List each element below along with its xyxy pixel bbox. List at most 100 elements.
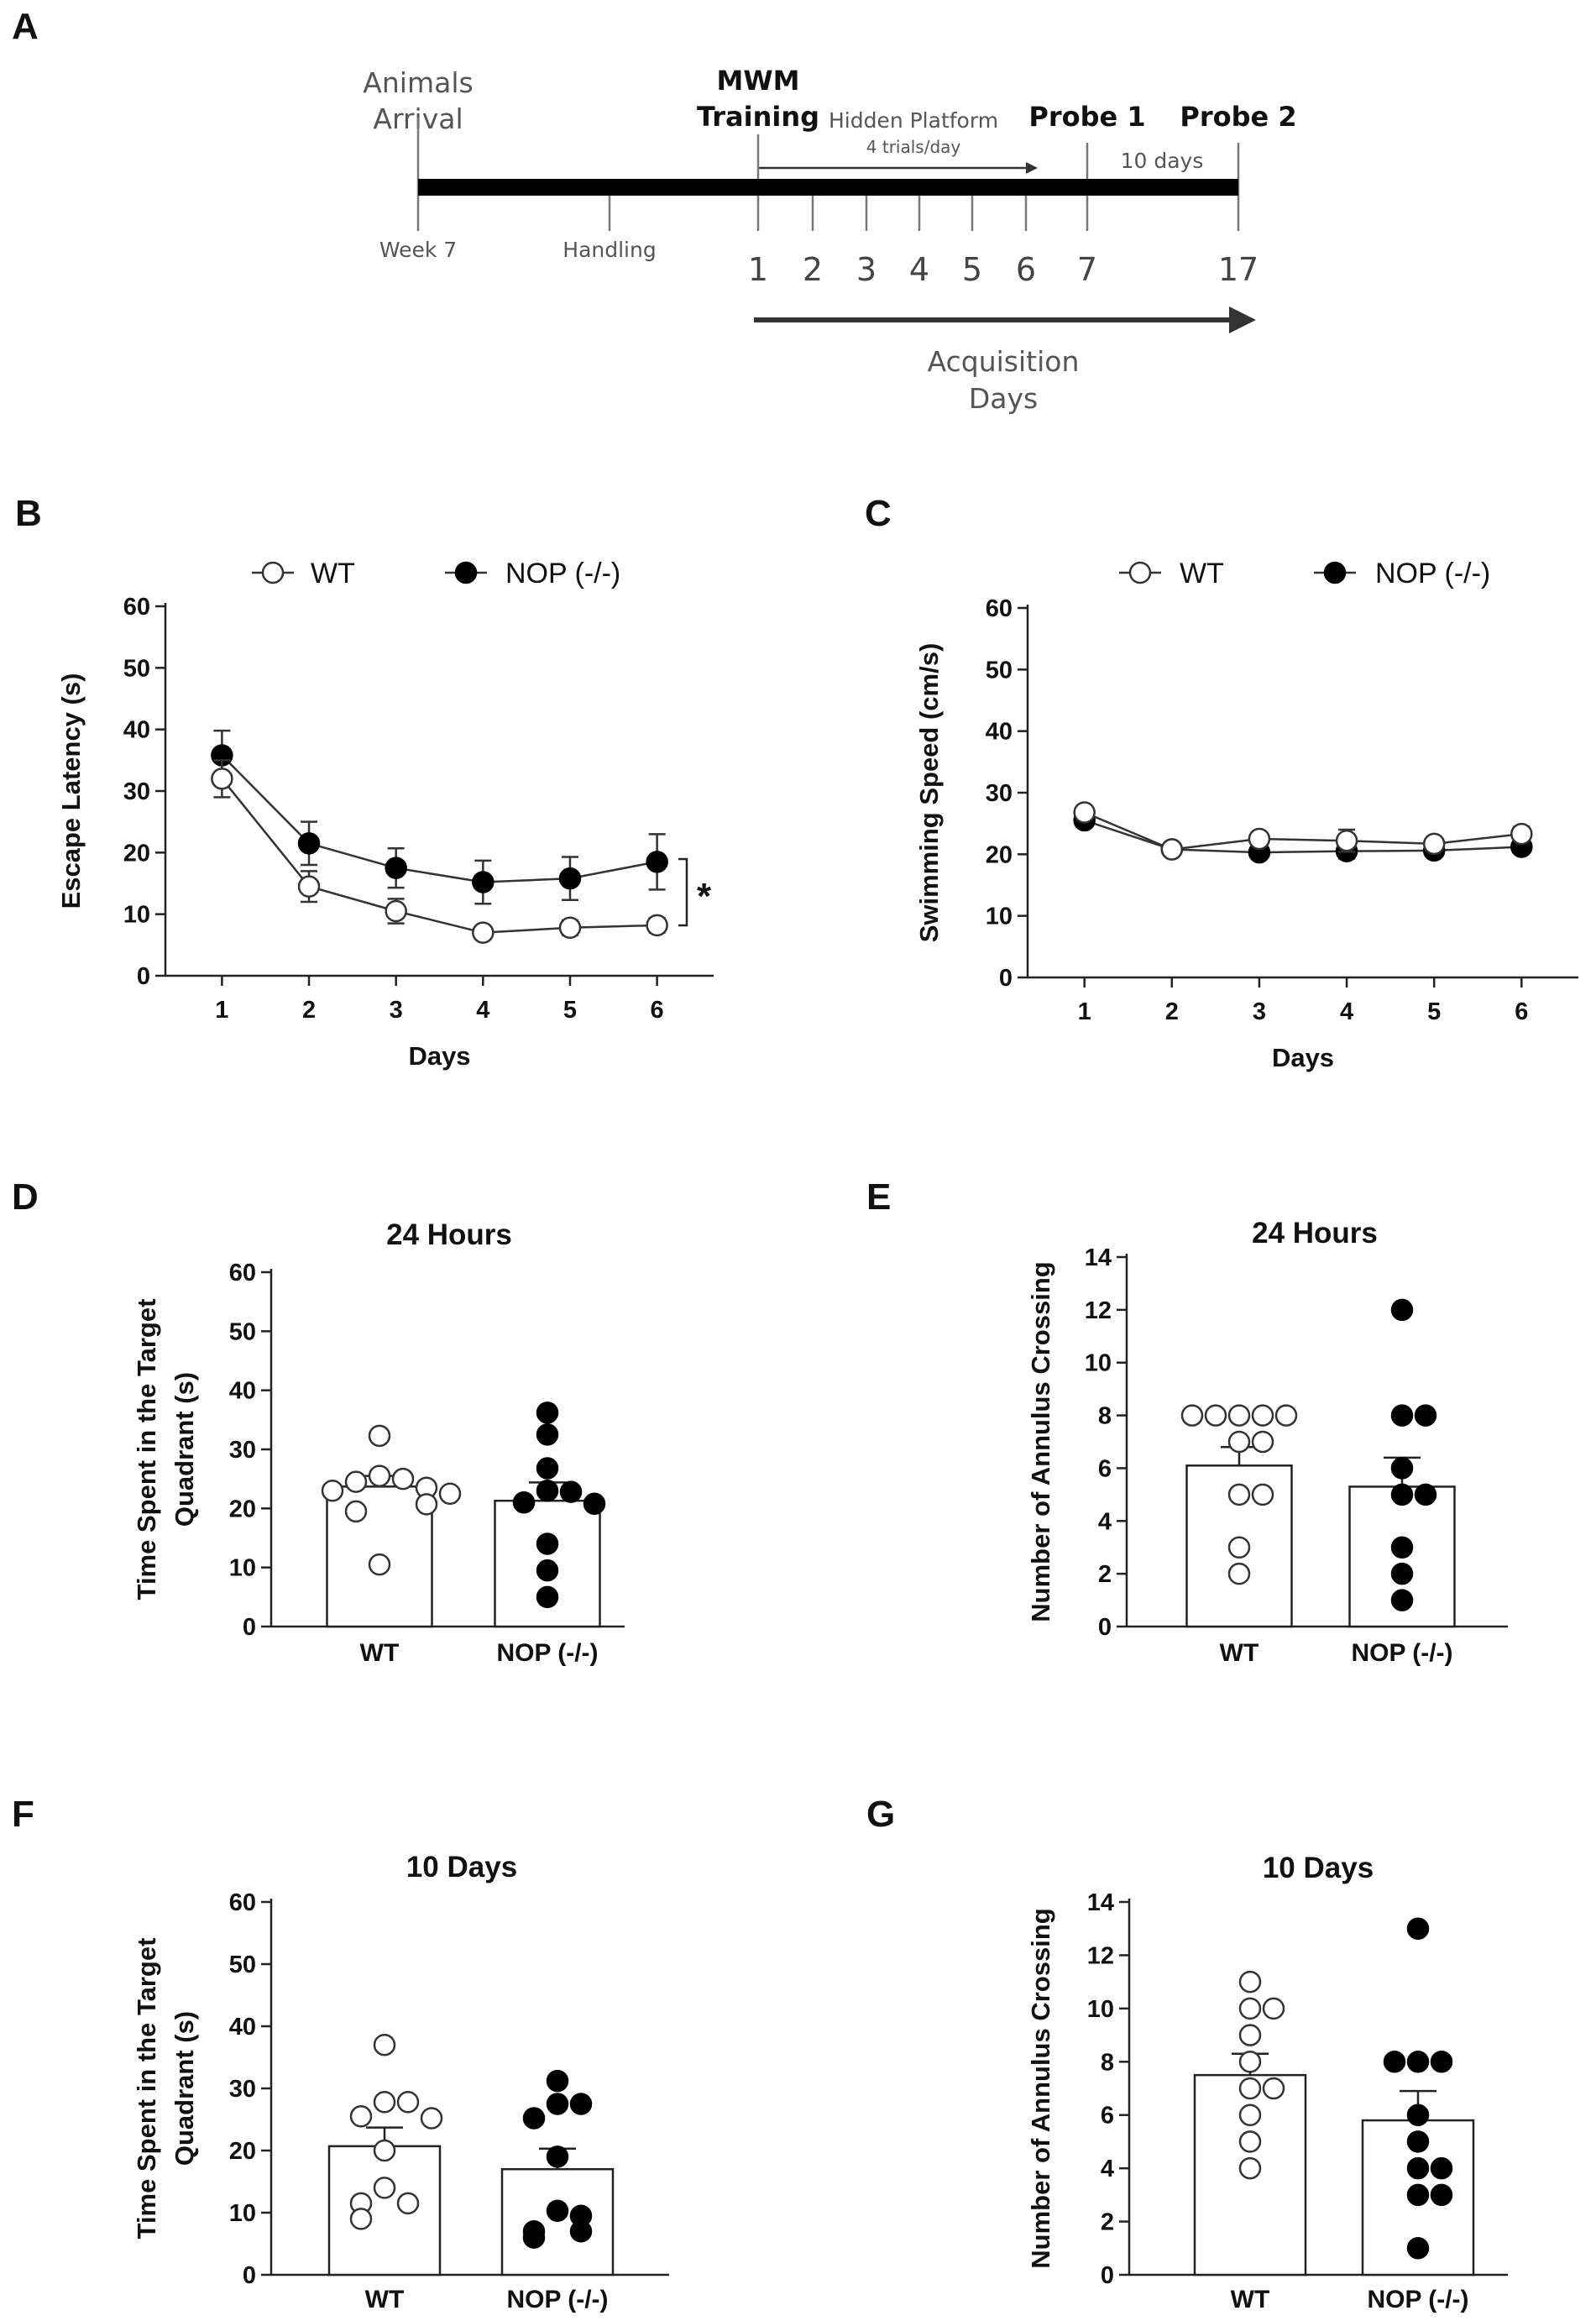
data-point-nop-G	[1383, 2051, 1406, 2073]
data-point-wt-E	[1251, 1483, 1274, 1506]
data-point-nop-F	[546, 2145, 569, 2168]
data-point-wt-B	[646, 914, 668, 937]
y-tick-label-E: 14	[1085, 1244, 1112, 1271]
data-point-nop-G	[1406, 2183, 1430, 2207]
category-label-wt-E: WT	[1220, 1639, 1259, 1667]
panel-label-g: G	[866, 1794, 895, 1835]
data-point-nop-F	[569, 2219, 593, 2243]
panel-label-e: E	[866, 1176, 891, 1218]
mean-bar-wt-F	[327, 2145, 442, 2276]
data-point-wt-B	[385, 899, 407, 923]
x-axis-label-C: Days	[1272, 1043, 1334, 1072]
data-point-wt-F	[396, 2091, 420, 2114]
y-tick-label-G: 14	[1087, 1889, 1114, 1916]
data-point-wt-F	[373, 2091, 396, 2114]
data-point-wt-G	[1238, 1997, 1262, 2020]
y-tick-label-D: 20	[229, 1496, 256, 1522]
data-point-nop-D	[583, 1492, 606, 1515]
data-point-nop-E	[1390, 1589, 1414, 1611]
y-tick-label-D: 40	[229, 1378, 256, 1405]
data-point-wt-D	[368, 1424, 391, 1448]
data-point-nop-E	[1414, 1404, 1437, 1427]
legend-b-wt-label: WT	[311, 558, 355, 589]
data-point-wt-E	[1227, 1404, 1251, 1427]
data-point-wt-E	[1227, 1536, 1251, 1559]
data-point-wt-F	[396, 2192, 420, 2215]
category-label-nop-F: NOP (-/-)	[506, 2286, 608, 2313]
data-point-wt-E	[1251, 1404, 1274, 1427]
timeline-day-3: 3	[856, 251, 876, 288]
data-point-nop-D	[536, 1402, 559, 1424]
data-point-nop-E	[1414, 1483, 1437, 1506]
data-point-wt-B	[297, 875, 321, 898]
y-tick-label-C: 10	[986, 904, 1013, 930]
series-line-nop-C	[1084, 819, 1522, 854]
y-tick-label-B: 0	[137, 963, 150, 990]
y-tick-label-C: 40	[986, 719, 1013, 746]
y-axis-label-B: Escape Latency (s)	[56, 673, 86, 909]
data-point-wt-D	[415, 1493, 438, 1516]
data-point-wt-E	[1227, 1483, 1251, 1506]
series-line-nop-B	[221, 754, 657, 883]
y-axis-label-F: Quadrant (s)	[170, 2011, 199, 2166]
data-point-nop-E	[1390, 1483, 1414, 1506]
data-point-wt-G	[1238, 2051, 1262, 2073]
x-tick-label-C: 5	[1427, 998, 1441, 1025]
x-tick-label-C: 4	[1340, 998, 1353, 1025]
data-point-nop-F	[546, 2199, 569, 2223]
timeline-ten-days-label: 10 days	[1121, 149, 1204, 173]
data-point-nop-G	[1406, 2156, 1430, 2180]
timeline-mwm-label-2: Training	[697, 101, 819, 133]
data-point-nop-B	[646, 851, 668, 873]
y-tick-label-F: 20	[229, 2138, 256, 2165]
timeline-probe2-label: Probe 2	[1180, 101, 1296, 133]
data-point-wt-G	[1238, 2024, 1262, 2046]
y-tick-label-D: 60	[229, 1260, 256, 1286]
y-tick-label-C: 60	[986, 595, 1013, 622]
legend-b-wt-marker	[261, 561, 285, 584]
data-point-wt-F	[349, 2105, 373, 2128]
data-point-wt-E	[1227, 1430, 1251, 1454]
data-point-wt-F	[373, 2177, 396, 2199]
panel-label-c: C	[865, 493, 892, 534]
data-point-wt-G	[1262, 1997, 1285, 2020]
y-tick-label-G: 4	[1101, 2156, 1114, 2182]
timeline-day-1: 1	[748, 251, 768, 288]
legend-c: WT NOP (-/-)	[1119, 558, 1490, 589]
data-point-nop-D	[536, 1457, 559, 1480]
timeline-probe1-label: Probe 1	[1028, 101, 1145, 133]
data-point-wt-E	[1274, 1404, 1298, 1427]
category-label-nop-D: NOP (-/-)	[496, 1639, 598, 1667]
data-point-nop-F	[522, 2226, 546, 2249]
data-point-nop-F	[546, 2093, 569, 2115]
data-point-wt-D	[321, 1479, 344, 1502]
y-tick-label-G: 0	[1101, 2262, 1114, 2289]
timeline-hidden-platform-label: Hidden Platform	[829, 108, 998, 133]
y-tick-label-F: 50	[229, 1952, 256, 1978]
y-tick-label-D: 0	[243, 1614, 256, 1641]
y-tick-label-B: 60	[123, 594, 150, 621]
data-point-nop-D	[536, 1532, 559, 1555]
data-point-wt-D	[368, 1553, 391, 1576]
data-point-wt-C	[1248, 827, 1271, 851]
timeline-animals-label-1: Animals	[363, 66, 473, 99]
timeline-week7-label: Week 7	[379, 238, 457, 262]
y-axis-label-D: Time Spent in the Target	[132, 1299, 161, 1601]
x-tick-label-C: 1	[1078, 998, 1091, 1025]
timeline-day-6: 6	[1016, 251, 1036, 288]
data-point-nop-D	[536, 1423, 559, 1446]
data-point-nop-G	[1406, 2237, 1430, 2260]
timeline-day-17: 17	[1218, 251, 1258, 288]
legend-b: WT NOP (-/-)	[252, 558, 620, 589]
data-point-wt-E	[1204, 1404, 1227, 1427]
acquisition-arrow-head	[1229, 306, 1256, 333]
category-label-nop-E: NOP (-/-)	[1351, 1639, 1452, 1667]
timeline-mwm-label-1: MWM	[717, 65, 800, 97]
legend-b-nop-marker	[454, 561, 478, 584]
data-point-nop-D	[536, 1585, 559, 1609]
data-point-wt-F	[373, 2139, 396, 2162]
y-tick-label-F: 40	[229, 2014, 256, 2041]
data-point-nop-E	[1390, 1562, 1414, 1585]
data-point-wt-C	[1335, 829, 1358, 852]
data-point-nop-D	[536, 1479, 559, 1502]
